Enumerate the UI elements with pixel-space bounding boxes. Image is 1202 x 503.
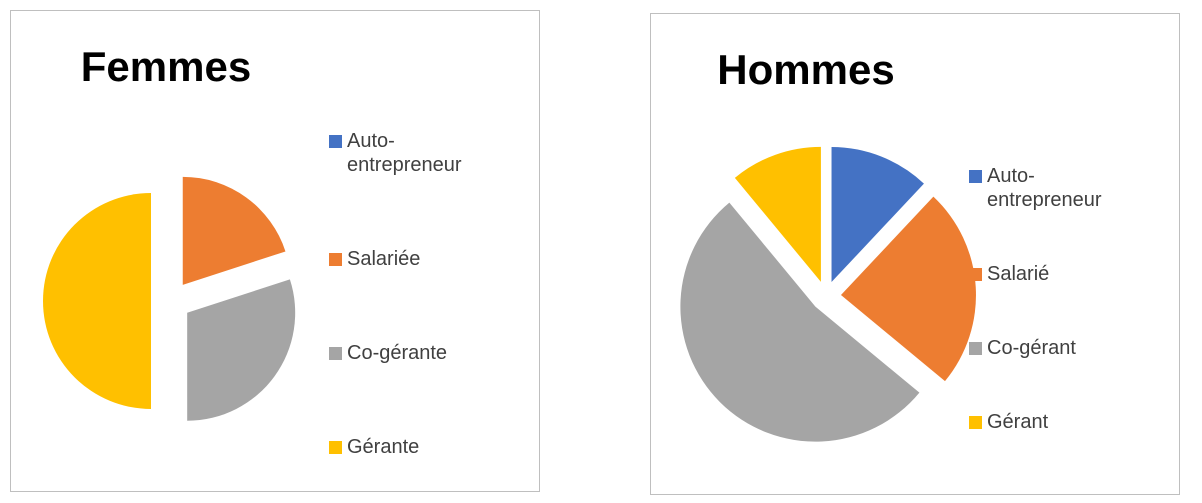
pie: [43, 176, 296, 421]
pie: [680, 146, 976, 442]
pie-slice: [831, 147, 924, 283]
legend-swatch: [969, 342, 982, 355]
legend-item: Salariée: [329, 247, 502, 271]
legend-item: Auto-entrepreneur: [969, 164, 1142, 212]
chart-title: Hommes: [717, 46, 895, 93]
pie-slice: [680, 202, 920, 442]
pie-slice: [840, 196, 976, 382]
legend-item: Gérante: [329, 435, 502, 459]
legend: Auto-entrepreneur Salariée Co-gérante Géran…: [329, 129, 502, 459]
pie-slice: [182, 176, 286, 285]
legend-label: Gérante: [347, 436, 420, 458]
legend-item: Gérant: [969, 410, 1142, 434]
legend-label: Auto-entrepreneur: [347, 130, 462, 176]
legend: Auto-entrepreneur Salarié Co-gérant Gérant: [969, 164, 1142, 434]
legend-swatch: [969, 416, 982, 429]
legend-swatch: [329, 135, 342, 148]
legend-item: Co-gérant: [969, 336, 1142, 360]
chart: Femmes Auto-entrepreneur Salariée Co-gérant…: [10, 10, 540, 492]
legend-swatch: [969, 170, 982, 183]
legend-item: Salarié: [969, 262, 1142, 286]
pie-slice: [43, 193, 151, 409]
legend-item: Co-gérante: [329, 341, 502, 365]
pie-slice: [187, 279, 296, 421]
legend-item: Auto-entrepreneur: [329, 129, 502, 177]
legend-label: Co-gérante: [347, 342, 448, 364]
legend-swatch: [969, 268, 982, 281]
legend-label: Salarié: [987, 263, 1050, 285]
legend-label: Auto-entrepreneur: [987, 165, 1102, 211]
legend-swatch: [329, 347, 342, 360]
legend-label: Co-gérant: [987, 337, 1076, 359]
legend-swatch: [329, 441, 342, 454]
legend-label: Gérant: [987, 411, 1049, 433]
chart-title: Femmes: [80, 43, 252, 90]
pie-slice: [734, 146, 821, 282]
legend-swatch: [329, 253, 342, 266]
chart: Hommes Auto-entrepreneur Salarié Co-gérant G…: [650, 13, 1180, 495]
legend-label: Salariée: [347, 248, 421, 270]
